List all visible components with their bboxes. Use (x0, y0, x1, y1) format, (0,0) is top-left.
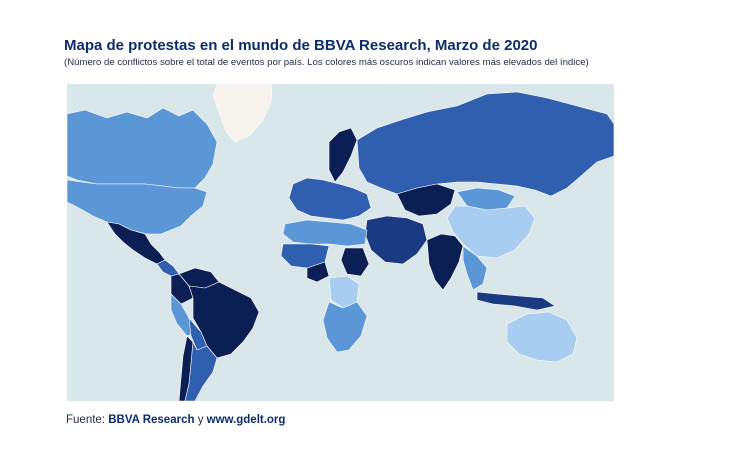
region-nigeria (306, 261, 330, 283)
map-subtitle: (Número de conflictos sobre el total de … (64, 57, 589, 68)
region-southeast-asia (462, 245, 488, 291)
region-scandinavia (328, 127, 358, 183)
world-protest-map (67, 84, 614, 401)
source-conjunction: y (194, 414, 207, 426)
region-australia (506, 311, 578, 363)
region-western-europe (288, 177, 372, 221)
source-site-link[interactable]: www.gdelt.org (206, 414, 286, 426)
world-map-svg (67, 84, 614, 401)
region-kazakhstan (396, 183, 456, 217)
region-china (446, 205, 536, 259)
region-canada (67, 107, 218, 189)
source-note: Fuente: BBVA Research y www.gdelt.org (66, 414, 285, 426)
region-sudan (340, 247, 370, 277)
region-united-states (67, 179, 208, 235)
region-southern-africa (322, 301, 368, 353)
region-india (426, 233, 464, 291)
map-title: Mapa de protestas en el mundo de BBVA Re… (64, 37, 538, 54)
source-prefix: Fuente: (66, 414, 109, 426)
source-name: BBVA Research (108, 414, 195, 426)
region-brazil (188, 281, 260, 359)
region-middle-east (364, 215, 428, 265)
region-indonesia (476, 291, 556, 311)
region-greenland (212, 84, 273, 143)
region-north-africa (282, 219, 368, 247)
region-argentina (184, 341, 218, 401)
